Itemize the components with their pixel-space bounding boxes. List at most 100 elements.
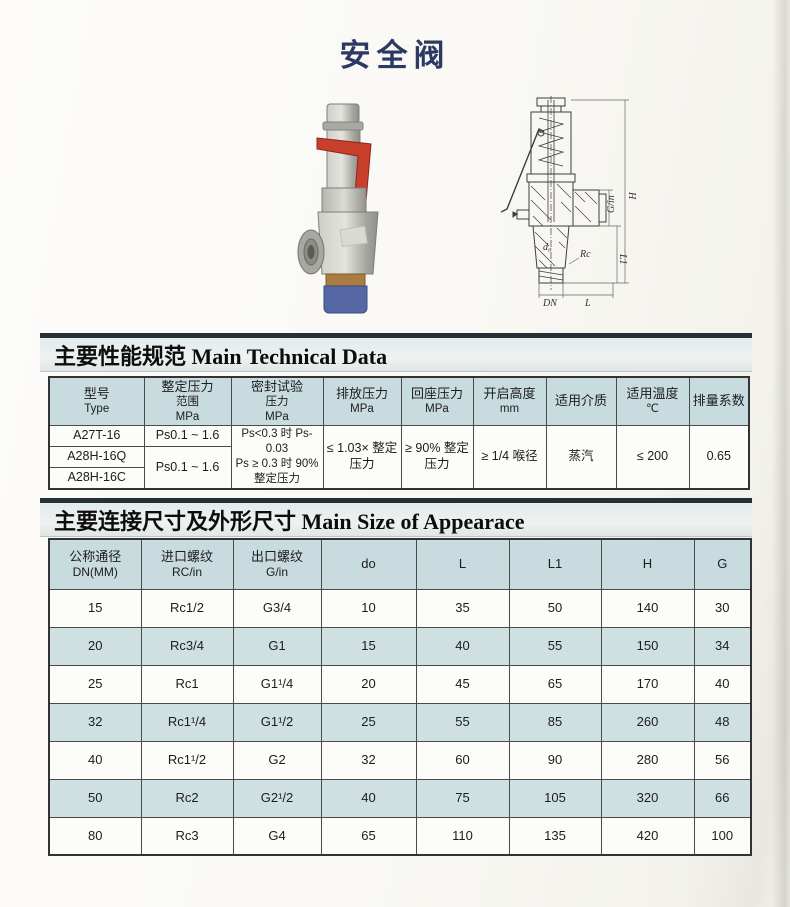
table-row: 20 Rc3/4 G1 15 40 55 150 34 (48, 626, 752, 666)
col-header-l: L (415, 538, 510, 590)
cell-medium: 蒸汽 (545, 424, 617, 490)
cell-outlet: G1¹/2 (232, 702, 322, 742)
cell-outlet: G1¹/4 (232, 664, 322, 704)
col-header-lift-height: 开启高度 mm (472, 376, 547, 426)
cell-outlet: G3/4 (232, 588, 322, 628)
cell-g: 66 (693, 778, 752, 818)
col-header-outlet-thread: 出口螺纹 G/in (232, 538, 322, 590)
cell-l: 35 (415, 588, 510, 628)
table-row: 32 Rc1¹/4 G1¹/2 25 55 85 260 48 (48, 702, 752, 742)
table-header-row: 型号 Type 整定压力 范围 MPa 密封试验 压力 MPa 排放压力 MPa 回座压力 M… (48, 376, 750, 426)
dim-label-l1: L1 (617, 253, 628, 265)
dim-label-dn: DN (542, 298, 558, 309)
cell-dn: 20 (48, 626, 142, 666)
cell-l1: 135 (508, 816, 602, 856)
safety-valve-photo (297, 103, 379, 314)
col-header-discharge-pressure: 排放压力 MPa (322, 376, 402, 426)
table-row: 15 Rc1/2 G3/4 10 35 50 140 30 (48, 588, 752, 628)
cell-outlet: G1 (232, 626, 322, 666)
cell-dn: 80 (48, 816, 142, 856)
section-header-main-size: 主要连接尺寸及外形尺寸 Main Size of Appearace (40, 498, 752, 537)
col-header-seal-test-pressure: 密封试验 压力 MPa (230, 376, 324, 426)
cell-inlet: Rc3/4 (140, 626, 234, 666)
col-header-reseat-pressure: 回座压力 MPa (400, 376, 474, 426)
col-header-type: 型号 Type (48, 376, 145, 426)
cell-set-pressure: Ps0.1 ~ 1.6 (143, 425, 232, 447)
cell-do: 65 (320, 816, 417, 856)
cell-h: 280 (600, 740, 695, 780)
valve-technical-drawing: H G/in L1 Rc DN L d₀ (500, 96, 637, 309)
cell-do: 20 (320, 664, 417, 704)
table-row: A27T-16 Ps0.1 ~ 1.6 Ps<0.3 时 Ps-0.03 Ps ≥… (48, 424, 750, 490)
technical-data-table: 型号 Type 整定压力 范围 MPa 密封试验 压力 MPa 排放压力 MPa 回座压力 M… (48, 376, 750, 490)
section-divider-bar (40, 333, 752, 339)
cell-lift: ≥ 1/4 喉径 (472, 424, 547, 490)
dim-label-g: G/in (606, 195, 617, 213)
page-title: 安全阀 (339, 38, 451, 73)
cell-dn: 25 (48, 664, 142, 704)
cell-inlet: Rc1 (140, 664, 234, 704)
cell-inlet: Rc1¹/2 (140, 740, 234, 780)
cell-h: 420 (600, 816, 695, 856)
cell-seal-test: Ps<0.3 时 Ps-0.03 Ps ≥ 0.3 时 90% 整定压力 (230, 424, 324, 490)
cell-reseat: ≥ 90% 整定压力 (400, 424, 474, 490)
cell-dn: 15 (48, 588, 142, 628)
section1-title: 主要性能规范 Main Technical Data (54, 344, 388, 369)
cell-h: 150 (600, 626, 695, 666)
section2-title: 主要连接尺寸及外形尺寸 Main Size of Appearace (54, 509, 525, 534)
cell-h: 140 (600, 588, 695, 628)
cell-inlet: Rc2 (140, 778, 234, 818)
dim-label-rc: Rc (579, 249, 591, 260)
dim-label-d0: d₀ (543, 242, 552, 253)
cell-l: 40 (415, 626, 510, 666)
cell-l: 55 (415, 702, 510, 742)
cell-l1: 50 (508, 588, 602, 628)
cell-g: 34 (693, 626, 752, 666)
cell-outlet: G2¹/2 (232, 778, 322, 818)
dim-label-l: L (584, 298, 591, 309)
cell-dn: 32 (48, 702, 142, 742)
col-header-do: do (320, 538, 417, 590)
cell-g: 30 (693, 588, 752, 628)
cell-l: 45 (415, 664, 510, 704)
cell-l: 110 (415, 816, 510, 856)
cell-inlet: Rc3 (140, 816, 234, 856)
col-header-medium: 适用介质 (545, 376, 617, 426)
col-header-dn: 公称通径 DN(MM) (48, 538, 142, 590)
cell-g: 40 (693, 664, 752, 704)
cell-discharge: ≤ 1.03× 整定压力 (322, 424, 402, 490)
cell-do: 25 (320, 702, 417, 742)
cell-inlet: Rc1/2 (140, 588, 234, 628)
cell-coefficient: 0.65 (688, 424, 750, 490)
cell-l: 75 (415, 778, 510, 818)
section-header-technical-data: 主要性能规范 Main Technical Data (40, 333, 752, 372)
cell-g: 48 (693, 702, 752, 742)
cell-outlet: G2 (232, 740, 322, 780)
cell-type: A28H-16Q (48, 445, 145, 469)
table-header-row: 公称通径 DN(MM) 进口螺纹 RC/in 出口螺纹 G/in do L L1 H … (48, 538, 752, 590)
cell-l1: 85 (508, 702, 602, 742)
size-table: 公称通径 DN(MM) 进口螺纹 RC/in 出口螺纹 G/in do L L1 H … (48, 538, 752, 856)
cell-l: 60 (415, 740, 510, 780)
cell-dn: 40 (48, 740, 142, 780)
cell-g: 56 (693, 740, 752, 780)
cell-l1: 65 (508, 664, 602, 704)
col-header-h: H (600, 538, 695, 590)
table-row: A28H-16C (48, 467, 749, 490)
section-divider-bar (40, 498, 752, 504)
cell-h: 320 (600, 778, 695, 818)
table-row: 50 Rc2 G2¹/2 40 75 105 320 66 (48, 778, 752, 818)
dim-label-h: H (626, 191, 637, 200)
table-row: 25 Rc1 G1¹/4 20 45 65 170 40 (48, 664, 752, 704)
cell-do: 10 (320, 588, 417, 628)
col-header-inlet-thread: 进口螺纹 RC/in (140, 538, 234, 590)
cell-h: 260 (600, 702, 695, 742)
cell-set-pressure: Ps0.1 ~ 1.6 (143, 445, 232, 490)
cell-outlet: G4 (232, 816, 322, 856)
col-header-l1: L1 (508, 538, 602, 590)
cell-type: A27T-16 (48, 425, 145, 447)
col-header-temperature: 适用温度 ℃ (615, 376, 690, 426)
cell-inlet: Rc1¹/4 (140, 702, 234, 742)
col-header-g: G (693, 538, 752, 590)
